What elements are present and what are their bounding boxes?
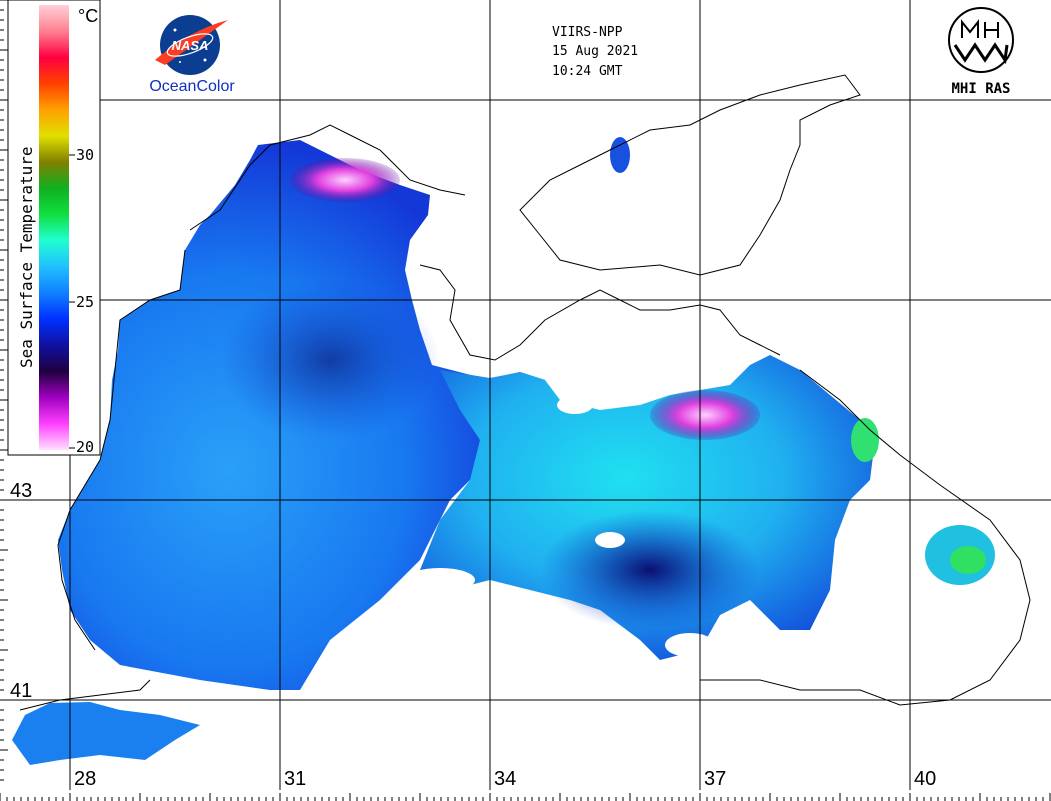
warm-east-patch: [851, 418, 879, 462]
axis-labels: 43 41 28 31 34 37 40: [10, 480, 936, 790]
deep-core-west: [220, 280, 440, 440]
caucasus-coast: [700, 369, 1031, 706]
nasa-logo: NASA OceanColor: [149, 15, 235, 95]
colorbar-tick-25: 25: [76, 293, 94, 311]
azov-coast: [519, 74, 861, 276]
colorbar-tick-30: 30: [76, 146, 94, 164]
bottom-ruler: [0, 793, 1051, 801]
lon-label-28: 28: [74, 768, 96, 790]
lon-label-40: 40: [914, 768, 936, 790]
nasa-star-3: [179, 61, 181, 63]
coastlines: [19, 74, 1031, 711]
colorbar-unit: °C: [78, 6, 98, 26]
colorbar-tick-20: 20: [76, 438, 94, 456]
sea-surface: [12, 137, 995, 765]
crimea-coast: [419, 264, 781, 361]
header-info: VIIRS-NPP 15 Aug 2021 10:24 GMT: [552, 25, 638, 79]
upwelling-crimea-kerch: [650, 390, 760, 440]
nasa-swoosh-icon: [155, 20, 228, 65]
lon-label-34: 34: [494, 768, 516, 790]
lat-label-41: 41: [10, 680, 32, 702]
upwelling-northwest: [290, 158, 400, 202]
cloud-gap-4: [665, 633, 715, 657]
nasa-star-2: [203, 58, 207, 62]
nasa-logo-text: NASA: [172, 38, 209, 53]
nasa-star-1: [173, 28, 177, 32]
colorbar-ramp: [39, 5, 69, 450]
cloud-gap-1: [405, 568, 475, 592]
left-ruler: [0, 0, 8, 781]
bosphorus-coast: [19, 679, 151, 711]
mhi-emblem-letters-icon: [961, 19, 999, 38]
west-coast: [57, 249, 186, 651]
azov-patch: [610, 137, 630, 173]
acquisition-date: 15 Aug 2021: [552, 44, 638, 59]
cloud-gap-2: [595, 532, 625, 548]
nasa-orbit-icon: [166, 33, 214, 57]
oceancolor-text: OceanColor: [149, 78, 235, 95]
colorbar: °C 30 25 20 Sea Surface Temperature: [7, 0, 101, 456]
deep-core-east: [540, 510, 760, 630]
colorbar-title: Sea Surface Temperature: [17, 146, 36, 368]
lon-label-31: 31: [284, 768, 306, 790]
warm-batumi-core: [950, 546, 986, 574]
acquisition-time: 10:24 GMT: [552, 64, 623, 79]
satellite-name: VIIRS-NPP: [552, 25, 623, 40]
lon-label-37: 37: [704, 768, 726, 790]
cloud-gap-3: [557, 396, 593, 414]
mhi-emblem-icon: [948, 7, 1014, 73]
lat-label-43: 43: [10, 480, 32, 502]
mhi-emblem-waves-icon: [953, 42, 1009, 65]
mhi-logo: MHI RAS: [938, 5, 1024, 97]
mhi-ras-text: MHI RAS: [951, 81, 1010, 97]
black-sea-east: [420, 355, 875, 660]
north-coast: [189, 124, 466, 231]
marmara-sea: [12, 702, 200, 765]
